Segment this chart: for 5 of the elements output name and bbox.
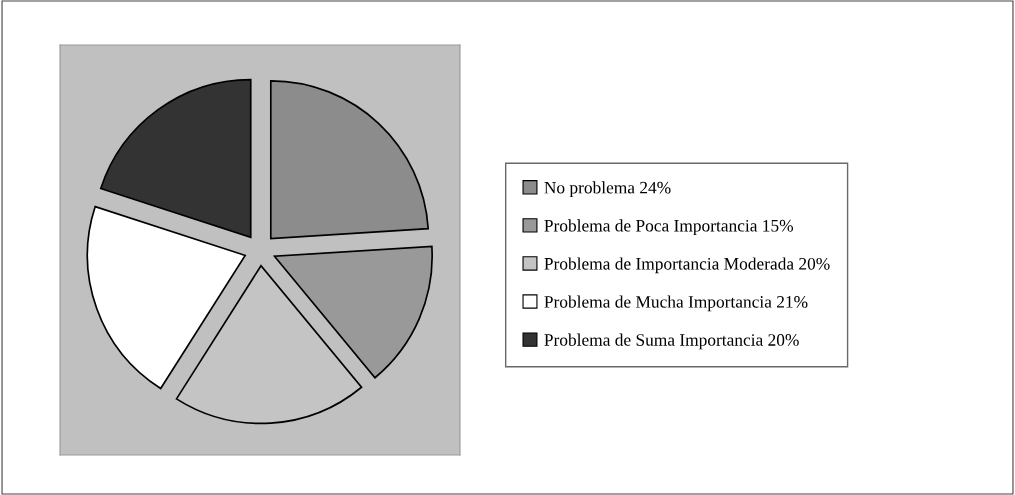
legend-label: No problema 24% [544, 181, 671, 198]
legend-label: Problema de Suma Importancia 20% [544, 333, 799, 350]
legend-label: Problema de Poca Importancia 15% [544, 219, 794, 236]
legend-label: Problema de Importancia Moderada 20% [544, 257, 830, 274]
legend-label: Problema de Mucha Importancia 21% [544, 295, 808, 312]
